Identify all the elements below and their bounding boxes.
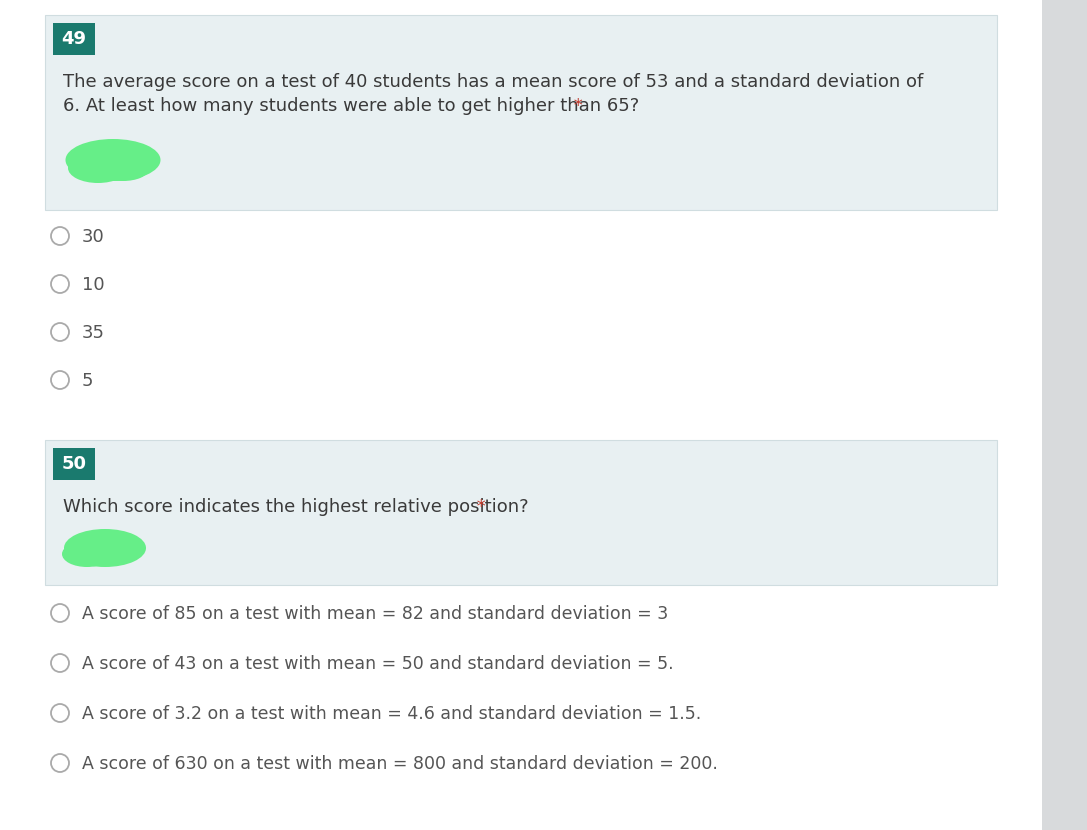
Ellipse shape xyxy=(98,159,148,181)
Text: 35: 35 xyxy=(82,324,105,342)
Ellipse shape xyxy=(65,139,161,181)
FancyBboxPatch shape xyxy=(53,448,95,480)
Text: 30: 30 xyxy=(82,228,104,246)
FancyBboxPatch shape xyxy=(45,440,997,585)
Text: 6. At least how many students were able to get higher than 65?: 6. At least how many students were able … xyxy=(63,97,639,115)
Text: 5: 5 xyxy=(82,372,93,390)
Text: 49: 49 xyxy=(62,30,87,48)
Text: A score of 3.2 on a test with mean = 4.6 and standard deviation = 1.5.: A score of 3.2 on a test with mean = 4.6… xyxy=(82,705,701,723)
Text: A score of 43 on a test with mean = 50 and standard deviation = 5.: A score of 43 on a test with mean = 50 a… xyxy=(82,655,674,673)
FancyBboxPatch shape xyxy=(1042,0,1087,830)
Text: A score of 85 on a test with mean = 82 and standard deviation = 3: A score of 85 on a test with mean = 82 a… xyxy=(82,605,669,623)
Ellipse shape xyxy=(68,153,128,183)
Text: *: * xyxy=(471,498,486,516)
Ellipse shape xyxy=(62,541,112,567)
Text: *: * xyxy=(569,97,583,115)
FancyBboxPatch shape xyxy=(53,23,95,55)
Text: The average score on a test of 40 students has a mean score of 53 and a standard: The average score on a test of 40 studen… xyxy=(63,73,923,91)
Ellipse shape xyxy=(64,529,146,567)
Text: Which score indicates the highest relative position?: Which score indicates the highest relati… xyxy=(63,498,528,516)
Text: 50: 50 xyxy=(62,455,87,473)
Ellipse shape xyxy=(90,546,130,566)
Text: A score of 630 on a test with mean = 800 and standard deviation = 200.: A score of 630 on a test with mean = 800… xyxy=(82,755,717,773)
FancyBboxPatch shape xyxy=(45,15,997,210)
Text: 10: 10 xyxy=(82,276,104,294)
